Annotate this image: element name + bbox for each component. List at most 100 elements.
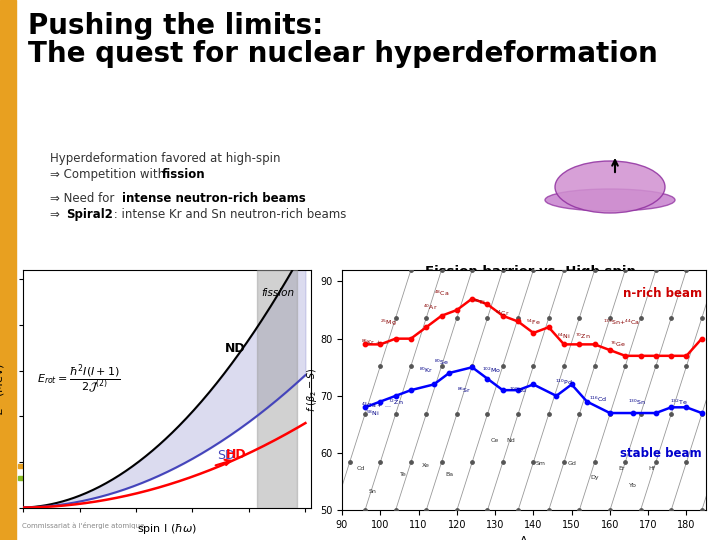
Point bbox=[482, 300, 493, 309]
Point bbox=[359, 403, 371, 411]
Text: Nd: Nd bbox=[506, 437, 515, 443]
Bar bbox=[16, 0, 720, 140]
Text: HD: HD bbox=[226, 448, 247, 461]
Point bbox=[513, 314, 524, 322]
Text: $^{132}$Te: $^{132}$Te bbox=[670, 397, 688, 407]
Point bbox=[467, 266, 478, 274]
Point bbox=[420, 410, 432, 418]
Point bbox=[482, 506, 493, 515]
Text: $^{48}$Ca: $^{48}$Ca bbox=[434, 289, 449, 298]
Point bbox=[581, 397, 593, 406]
Point bbox=[589, 266, 600, 274]
Point bbox=[604, 314, 616, 322]
Point bbox=[420, 323, 432, 332]
Point bbox=[390, 410, 401, 418]
Point bbox=[374, 362, 386, 370]
Point bbox=[497, 458, 508, 467]
Point bbox=[467, 458, 478, 467]
Point bbox=[405, 386, 417, 394]
Point bbox=[635, 314, 647, 322]
Bar bbox=[16, 140, 720, 540]
Point bbox=[420, 506, 432, 515]
Point bbox=[344, 458, 356, 467]
Point bbox=[482, 314, 493, 322]
Text: $^{43}$Ca + ...: $^{43}$Ca + ... bbox=[361, 400, 392, 409]
Point bbox=[543, 323, 554, 332]
Point bbox=[543, 506, 554, 515]
Point bbox=[513, 317, 524, 326]
Point bbox=[374, 458, 386, 467]
Point bbox=[635, 410, 647, 418]
Text: Yb: Yb bbox=[629, 483, 636, 488]
Point bbox=[420, 314, 432, 322]
Text: Sm: Sm bbox=[536, 461, 546, 465]
Point bbox=[436, 266, 447, 274]
Point bbox=[436, 312, 447, 320]
Point bbox=[390, 392, 401, 400]
Point bbox=[374, 397, 386, 406]
Point bbox=[390, 506, 401, 515]
Y-axis label: $f$ ($\beta_2 = S$): $f$ ($\beta_2 = S$) bbox=[305, 368, 318, 412]
Text: $^{80}$Se: $^{80}$Se bbox=[434, 357, 449, 367]
Point bbox=[650, 352, 662, 360]
Text: SD: SD bbox=[217, 449, 235, 462]
Text: $^{100}$Ru: $^{100}$Ru bbox=[509, 386, 527, 395]
Point bbox=[650, 409, 662, 417]
Point bbox=[390, 334, 401, 343]
Text: Pushing the limits:: Pushing the limits: bbox=[28, 12, 323, 40]
Point bbox=[374, 340, 386, 349]
Point bbox=[635, 352, 647, 360]
Text: Gd: Gd bbox=[567, 461, 576, 465]
Point bbox=[604, 346, 616, 354]
Point bbox=[497, 386, 508, 394]
Text: intense neutron-rich beams: intense neutron-rich beams bbox=[122, 192, 306, 205]
Point bbox=[589, 362, 600, 370]
Point bbox=[589, 340, 600, 349]
Text: stable beam: stable beam bbox=[620, 447, 702, 461]
Ellipse shape bbox=[555, 161, 665, 213]
Point bbox=[696, 314, 708, 322]
Text: cea: cea bbox=[33, 490, 77, 510]
Text: $^{70}$Zn: $^{70}$Zn bbox=[575, 332, 591, 341]
Text: Hyperdeformation favored at high-spin: Hyperdeformation favored at high-spin bbox=[50, 152, 281, 165]
Text: $^{80}$Kr: $^{80}$Kr bbox=[419, 366, 433, 375]
Point bbox=[680, 352, 692, 360]
Text: Er: Er bbox=[618, 466, 625, 471]
Text: $^{133}$Sn+$^{44}$Ca: $^{133}$Sn+$^{44}$Ca bbox=[603, 318, 640, 327]
Point bbox=[574, 410, 585, 418]
Text: Fission barrier vs. High spin: Fission barrier vs. High spin bbox=[425, 265, 636, 278]
Point bbox=[558, 340, 570, 349]
Point bbox=[390, 314, 401, 322]
Point bbox=[558, 458, 570, 467]
Point bbox=[528, 380, 539, 389]
Text: $^{54}$Cr: $^{54}$Cr bbox=[495, 309, 510, 318]
Point bbox=[359, 340, 371, 349]
Point bbox=[650, 266, 662, 274]
Text: $^{64}$Ni: $^{64}$Ni bbox=[557, 332, 571, 341]
Text: $^{130}$Sn: $^{130}$Sn bbox=[628, 397, 646, 407]
Point bbox=[482, 410, 493, 418]
Text: $^{76}$Ge: $^{76}$Ge bbox=[610, 340, 626, 349]
Point bbox=[405, 458, 417, 467]
Point bbox=[497, 312, 508, 320]
Point bbox=[696, 410, 708, 418]
Point bbox=[574, 340, 585, 349]
Point bbox=[428, 380, 440, 389]
Point bbox=[451, 506, 462, 515]
Text: Dy: Dy bbox=[590, 475, 599, 480]
Point bbox=[467, 362, 478, 370]
Text: ⇒: ⇒ bbox=[50, 208, 63, 221]
Point bbox=[528, 458, 539, 467]
Y-axis label: $E^*$ (MeV): $E^*$ (MeV) bbox=[0, 362, 9, 415]
Point bbox=[650, 362, 662, 370]
Point bbox=[513, 506, 524, 515]
Point bbox=[497, 266, 508, 274]
Point bbox=[451, 410, 462, 418]
Point bbox=[680, 362, 692, 370]
Text: n-rich beam: n-rich beam bbox=[623, 287, 702, 300]
Point bbox=[574, 314, 585, 322]
Point bbox=[551, 392, 562, 400]
Point bbox=[604, 410, 616, 418]
Point bbox=[696, 506, 708, 515]
Point bbox=[359, 506, 371, 515]
